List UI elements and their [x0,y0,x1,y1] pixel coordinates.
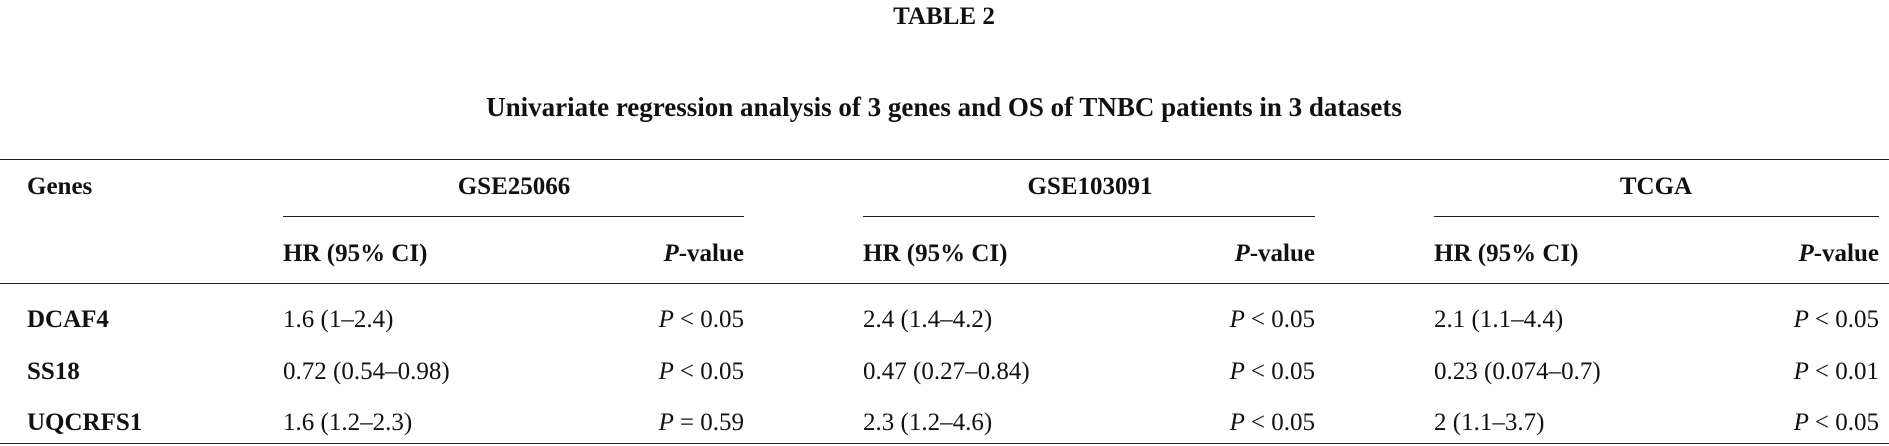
group-header: TCGA [1619,173,1693,200]
p-symbol: P [1793,358,1809,385]
p-text: < 0.05 [679,358,744,385]
gene-name: DCAF4 [27,306,109,333]
p-text: < 0.05 [1814,306,1879,333]
p-cell: P < 0.05 [1230,357,1315,387]
group-rule [863,216,1315,217]
p-text: -value [1813,240,1879,267]
p-symbol: P [658,358,674,385]
group-rule [283,216,744,217]
header-rule [0,283,1889,284]
p-text: < 0.05 [1250,409,1315,436]
hr-cell: 1.6 (1–2.4) [283,306,394,333]
p-symbol: P [663,240,679,267]
p-text: = 0.59 [679,409,744,436]
p-cell: P < 0.05 [1794,408,1879,438]
hr-cell: 2.3 (1.2–4.6) [863,409,993,436]
table-caption: Univariate regression analysis of 3 gene… [486,92,1402,122]
p-symbol: P [1234,240,1250,267]
p-cell: P < 0.05 [1230,408,1315,438]
p-text: < 0.05 [1250,306,1315,333]
sub-header: HR (95% CI) [283,240,428,267]
p-symbol: P [1798,240,1814,267]
gene-name: UQCRFS1 [27,409,143,436]
group-rule [1434,216,1879,217]
p-cell: P < 0.05 [659,305,744,335]
sub-header: P-value [663,239,744,269]
sub-header: HR (95% CI) [1434,240,1579,267]
group-header: GSE25066 [457,173,571,200]
p-text: < 0.05 [1814,409,1879,436]
p-symbol: P [1229,358,1245,385]
p-cell: P < 0.05 [1230,305,1315,335]
hr-cell: 0.47 (0.27–0.84) [863,358,1030,385]
hr-cell: 2.4 (1.4–4.2) [863,306,993,333]
p-symbol: P [658,306,674,333]
p-cell: P < 0.01 [1794,357,1879,387]
p-cell: P < 0.05 [1794,305,1879,335]
hr-cell: 1.6 (1.2–2.3) [283,409,413,436]
gene-name: SS18 [27,358,80,385]
p-text: -value [678,240,744,267]
hr-cell: 2.1 (1.1–4.4) [1434,306,1564,333]
bottom-rule [0,443,1889,444]
p-text: < 0.05 [1250,358,1315,385]
p-cell: P = 0.59 [659,408,744,438]
sub-header: P-value [1798,239,1879,269]
p-text: < 0.05 [679,306,744,333]
table-label: TABLE 2 [893,3,995,30]
p-symbol: P [1793,306,1809,333]
p-symbol: P [658,409,674,436]
p-symbol: P [1793,409,1809,436]
sub-header: HR (95% CI) [863,240,1008,267]
p-cell: P < 0.05 [659,357,744,387]
column-header: Genes [27,173,93,200]
p-symbol: P [1229,409,1245,436]
group-header: GSE103091 [1027,173,1153,200]
hr-cell: 0.72 (0.54–0.98) [283,358,450,385]
hr-cell: 0.23 (0.074–0.7) [1434,358,1601,385]
sub-header: P-value [1234,239,1315,269]
hr-cell: 2 (1.1–3.7) [1434,409,1545,436]
p-text: < 0.01 [1814,358,1879,385]
p-symbol: P [1229,306,1245,333]
top-rule [0,159,1889,160]
p-text: -value [1249,240,1315,267]
